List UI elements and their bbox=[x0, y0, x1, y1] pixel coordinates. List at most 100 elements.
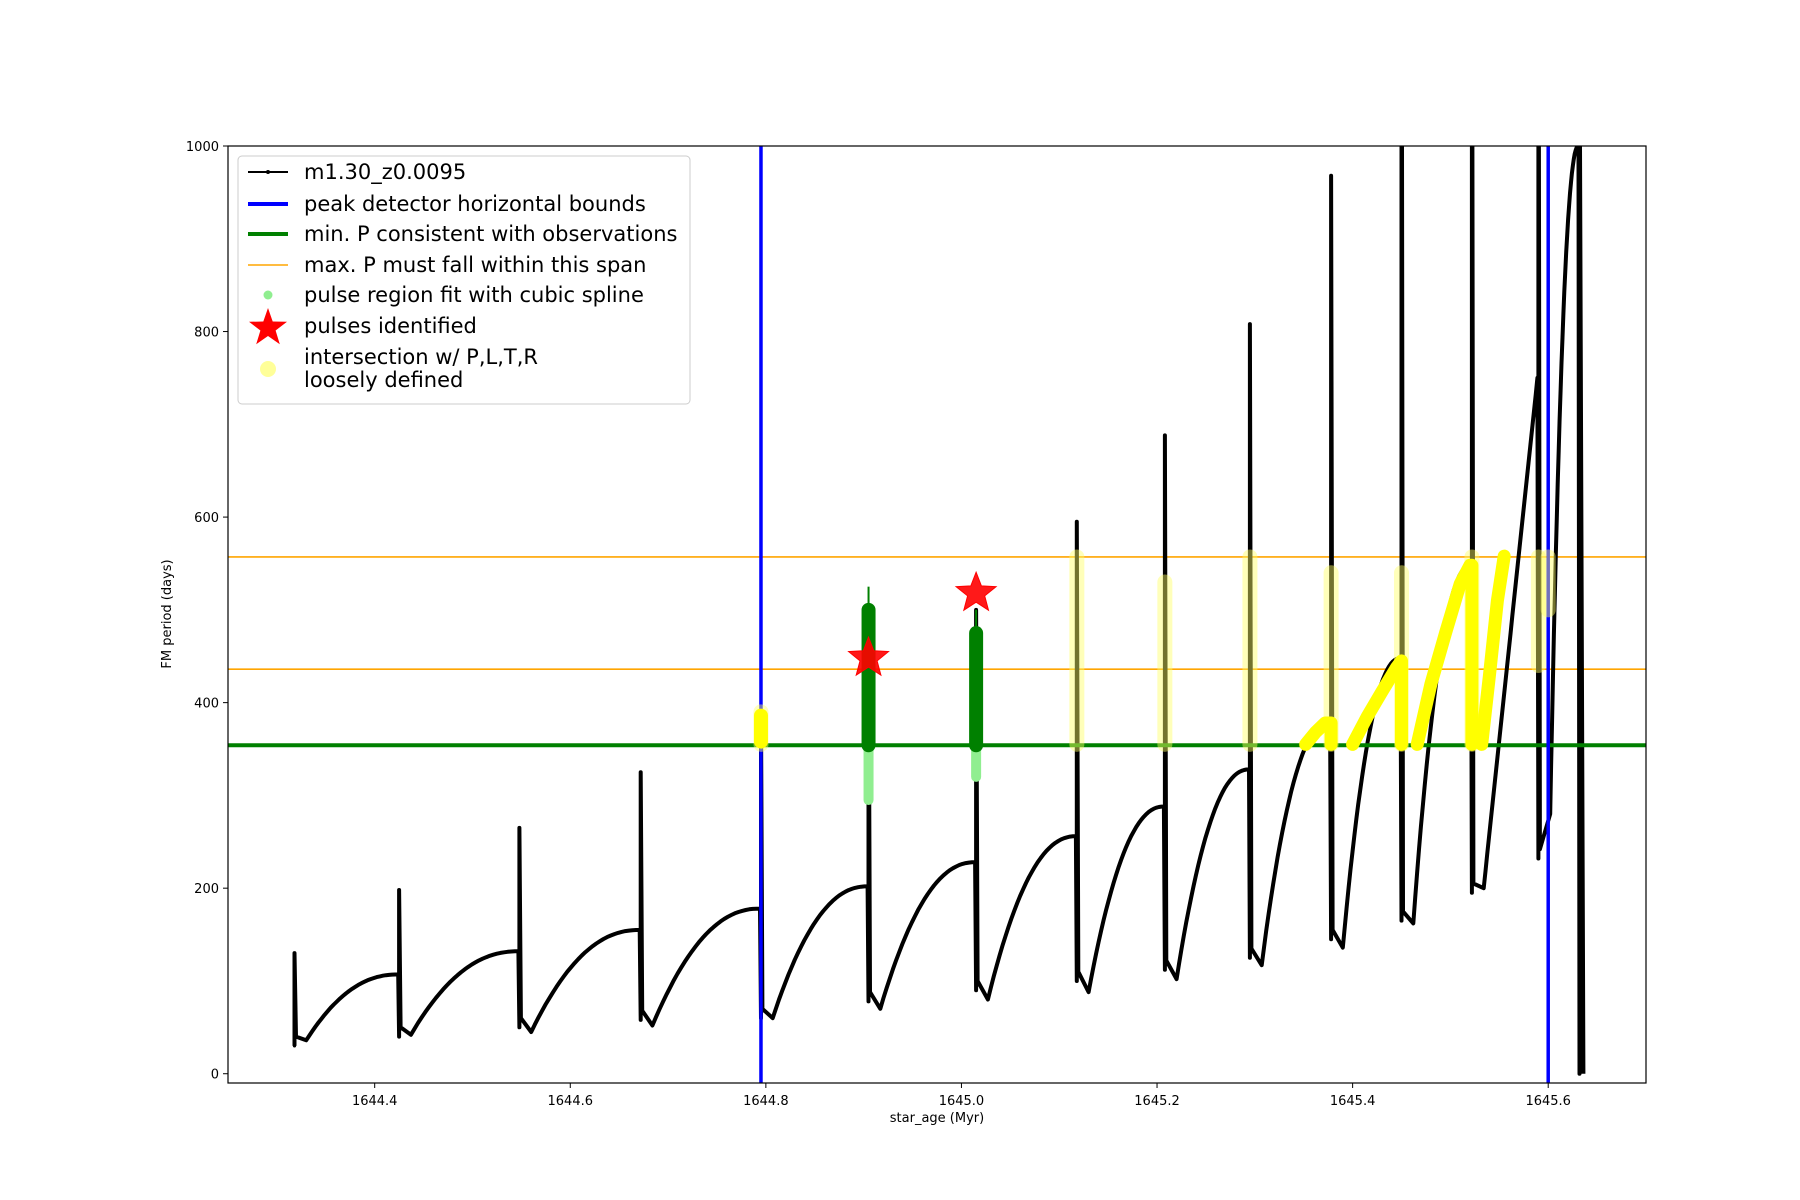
legend-swatch-blob bbox=[260, 361, 276, 377]
track-point bbox=[1470, 813, 1474, 817]
track-point bbox=[1399, 406, 1404, 411]
track-point bbox=[1329, 481, 1333, 485]
track-point bbox=[1470, 880, 1474, 884]
track-point bbox=[1577, 704, 1582, 708]
track-point bbox=[1470, 167, 1474, 171]
track-point bbox=[517, 1014, 522, 1018]
track-point bbox=[1248, 833, 1252, 837]
track-point bbox=[1329, 648, 1333, 652]
track-point bbox=[1577, 359, 1582, 363]
track-point bbox=[1163, 823, 1167, 827]
track-point bbox=[1577, 582, 1582, 586]
track-point bbox=[1470, 891, 1474, 895]
track-point bbox=[1577, 871, 1582, 875]
track-point bbox=[1248, 844, 1252, 849]
track-point bbox=[1536, 567, 1541, 571]
track-point bbox=[974, 810, 978, 814]
track-point bbox=[1577, 960, 1582, 964]
track-point bbox=[1577, 560, 1582, 564]
track-point bbox=[517, 936, 522, 940]
track-point bbox=[1470, 356, 1474, 361]
track-point bbox=[1075, 734, 1079, 738]
track-point bbox=[397, 890, 401, 894]
track-point bbox=[1163, 611, 1167, 616]
track-point bbox=[974, 799, 978, 803]
track-point bbox=[1470, 768, 1474, 772]
track-point bbox=[1470, 301, 1474, 305]
track-point bbox=[1399, 818, 1404, 823]
track-point bbox=[1399, 395, 1404, 400]
track-point bbox=[1470, 379, 1474, 383]
track-point bbox=[1399, 284, 1404, 288]
track-point bbox=[1399, 841, 1404, 845]
track-point bbox=[974, 855, 978, 859]
track-point bbox=[1470, 267, 1474, 271]
track-point bbox=[1577, 715, 1582, 720]
track-point bbox=[1248, 432, 1252, 437]
track-point bbox=[1248, 878, 1252, 882]
track-point bbox=[397, 901, 401, 905]
track-point bbox=[1536, 155, 1541, 159]
x-tick-label: 1645.0 bbox=[939, 1094, 985, 1109]
track-point bbox=[1577, 326, 1582, 330]
track-point bbox=[1163, 845, 1167, 849]
track-point bbox=[974, 932, 978, 937]
track-point bbox=[1577, 938, 1582, 942]
track-point bbox=[1248, 700, 1252, 704]
track-point bbox=[1577, 660, 1582, 664]
intersection-curve bbox=[1299, 716, 1338, 751]
track-point bbox=[517, 947, 522, 952]
track-point bbox=[1248, 521, 1252, 526]
track-point bbox=[1075, 522, 1079, 527]
track-point bbox=[517, 914, 522, 918]
track-point bbox=[1399, 562, 1404, 567]
track-point bbox=[517, 869, 522, 874]
track-point bbox=[866, 832, 871, 836]
track-point bbox=[1399, 440, 1404, 444]
track-point bbox=[974, 866, 978, 870]
track-point bbox=[974, 877, 978, 881]
plot-area bbox=[228, 146, 1646, 1083]
track-point bbox=[1075, 667, 1079, 671]
track-point bbox=[1470, 857, 1474, 862]
track-point bbox=[1577, 604, 1582, 608]
track-point bbox=[1163, 511, 1167, 515]
track-point bbox=[397, 1035, 401, 1039]
track-point bbox=[1075, 723, 1079, 727]
track-point bbox=[1329, 403, 1333, 407]
track-point bbox=[866, 899, 871, 903]
track-point bbox=[1163, 500, 1167, 504]
track-point bbox=[292, 1044, 297, 1048]
track-point bbox=[1577, 816, 1582, 820]
track-point bbox=[1536, 311, 1541, 315]
track-point bbox=[1075, 545, 1079, 549]
track-point bbox=[292, 999, 297, 1003]
track-point bbox=[1577, 170, 1582, 174]
track-point bbox=[1577, 337, 1582, 341]
track-point bbox=[1536, 756, 1541, 760]
track-point bbox=[1399, 451, 1404, 455]
track-point bbox=[639, 884, 643, 888]
track-point bbox=[1329, 792, 1333, 797]
track-point bbox=[397, 979, 401, 983]
track-point bbox=[1248, 477, 1252, 481]
y-tick-label: 600 bbox=[194, 511, 219, 526]
track-point bbox=[1470, 490, 1474, 494]
track-point bbox=[1399, 919, 1404, 923]
track-point bbox=[1075, 890, 1079, 894]
track-point bbox=[1470, 868, 1474, 873]
track-point bbox=[639, 973, 643, 977]
track-point bbox=[1248, 622, 1252, 626]
track-point bbox=[1399, 529, 1404, 533]
track-point bbox=[1470, 234, 1474, 238]
track-point bbox=[1248, 588, 1252, 592]
track-point bbox=[1248, 644, 1252, 648]
track-point bbox=[1248, 722, 1252, 726]
track-point bbox=[1577, 181, 1582, 185]
track-point bbox=[974, 843, 978, 848]
track-point bbox=[1329, 436, 1333, 440]
track-point bbox=[1399, 785, 1404, 789]
track-point bbox=[1329, 191, 1333, 195]
track-point bbox=[1399, 329, 1404, 333]
track-point bbox=[1163, 879, 1167, 883]
